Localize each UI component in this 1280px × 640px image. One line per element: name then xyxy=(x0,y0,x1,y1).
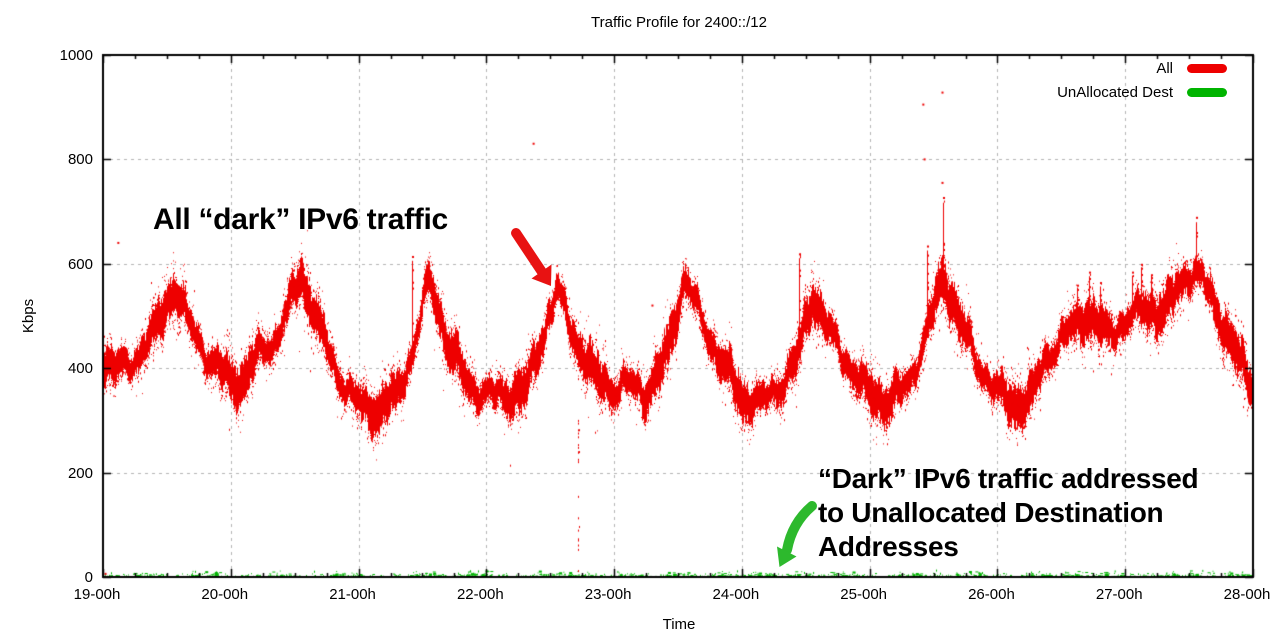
red-arrow-shaft xyxy=(511,228,547,277)
legend-swatch-unallocated xyxy=(1187,88,1227,97)
x-tick-label: 28-00h xyxy=(1223,586,1271,603)
x-tick-label: 27-00h xyxy=(1095,586,1143,603)
x-tick-label: 20-00h xyxy=(201,586,249,603)
legend-label-all: All xyxy=(1156,60,1173,77)
x-tick-label: 21-00h xyxy=(329,586,376,603)
annotation-line: Addresses xyxy=(818,531,959,562)
annotation-line: “Dark” IPv6 traffic addressed xyxy=(818,463,1199,494)
legend-row-all: All xyxy=(1057,60,1227,77)
y-axis-label: Kbps xyxy=(20,298,37,334)
legend-label-unallocated: UnAllocated Dest xyxy=(1057,84,1173,101)
green-arrow-shaft xyxy=(782,501,817,555)
x-tick-label: 23-00h xyxy=(584,586,632,603)
y-tick-label: 800 xyxy=(67,151,93,169)
y-tick-label: 1000 xyxy=(59,47,93,64)
annotation-unallocated-dest: “Dark” IPv6 traffic addressed to Unalloc… xyxy=(818,462,1199,564)
red-arrow-head xyxy=(531,264,552,286)
legend: All UnAllocated Dest xyxy=(1057,60,1227,101)
green-arrow xyxy=(777,501,817,567)
x-tick-label: 26-00h xyxy=(968,586,1015,603)
legend-swatch-all xyxy=(1187,64,1227,73)
legend-row-unallocated: UnAllocated Dest xyxy=(1057,84,1227,101)
x-tick-label: 22-00h xyxy=(456,586,504,603)
y-tick-label: 400 xyxy=(67,360,93,378)
green-arrow-head xyxy=(777,546,797,567)
y-tick-label: 200 xyxy=(67,464,93,482)
x-tick-label: 19-00h xyxy=(73,586,121,603)
chart-title: Traffic Profile for 2400::/12 xyxy=(591,14,767,31)
x-axis-label: Time xyxy=(662,616,696,633)
y-tick-label: 600 xyxy=(67,255,93,273)
y-tick-label: 0 xyxy=(84,569,93,586)
red-arrow xyxy=(511,228,552,286)
annotation-line: to Unallocated Destination xyxy=(818,497,1164,528)
x-tick-label: 25-00h xyxy=(840,586,888,603)
annotation-all-dark-traffic: All “dark” IPv6 traffic xyxy=(153,203,448,236)
x-tick-label: 24-00h xyxy=(712,586,760,603)
